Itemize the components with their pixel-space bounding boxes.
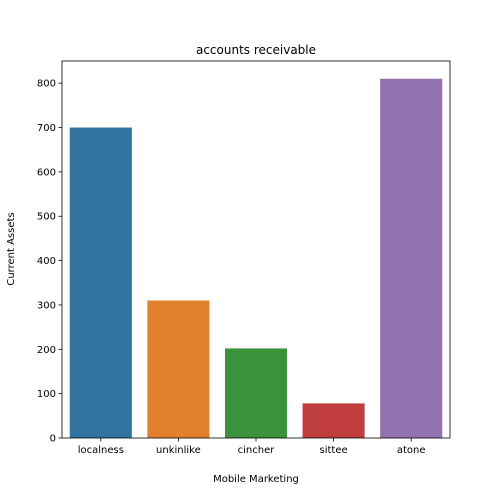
y-tick-label: 0 (50, 434, 56, 445)
x-tick-label: atone (397, 445, 426, 456)
y-tick-label: 600 (37, 167, 56, 178)
chart-title: accounts receivable (196, 43, 316, 57)
x-tick-label: sittee (320, 445, 348, 456)
y-tick-label: 200 (37, 345, 56, 356)
y-tick-label: 500 (37, 212, 56, 223)
x-axis: localness unkinlike cincher sittee atone (78, 438, 426, 456)
y-tick-label: 400 (37, 256, 56, 267)
y-tick-label: 300 (37, 300, 56, 311)
y-axis: 0 100 200 300 400 500 600 700 800 (37, 79, 62, 445)
y-tick-label: 800 (37, 79, 56, 90)
x-tick-label: cincher (238, 445, 276, 456)
y-axis-label: Current Assets (6, 212, 17, 285)
x-tick-label: localness (78, 445, 124, 456)
x-tick-label: unkinlike (156, 445, 201, 456)
bar-atone (380, 78, 443, 438)
plot-frame (61, 60, 451, 439)
x-axis-label: Mobile Marketing (213, 474, 299, 485)
bar-sittee (302, 403, 365, 438)
y-tick-label: 700 (37, 123, 56, 134)
bars-group (69, 78, 443, 438)
bar-cincher (224, 348, 288, 438)
y-tick-label: 100 (37, 389, 56, 400)
bar-unkinlike (147, 300, 210, 438)
bar-localness (69, 127, 132, 438)
